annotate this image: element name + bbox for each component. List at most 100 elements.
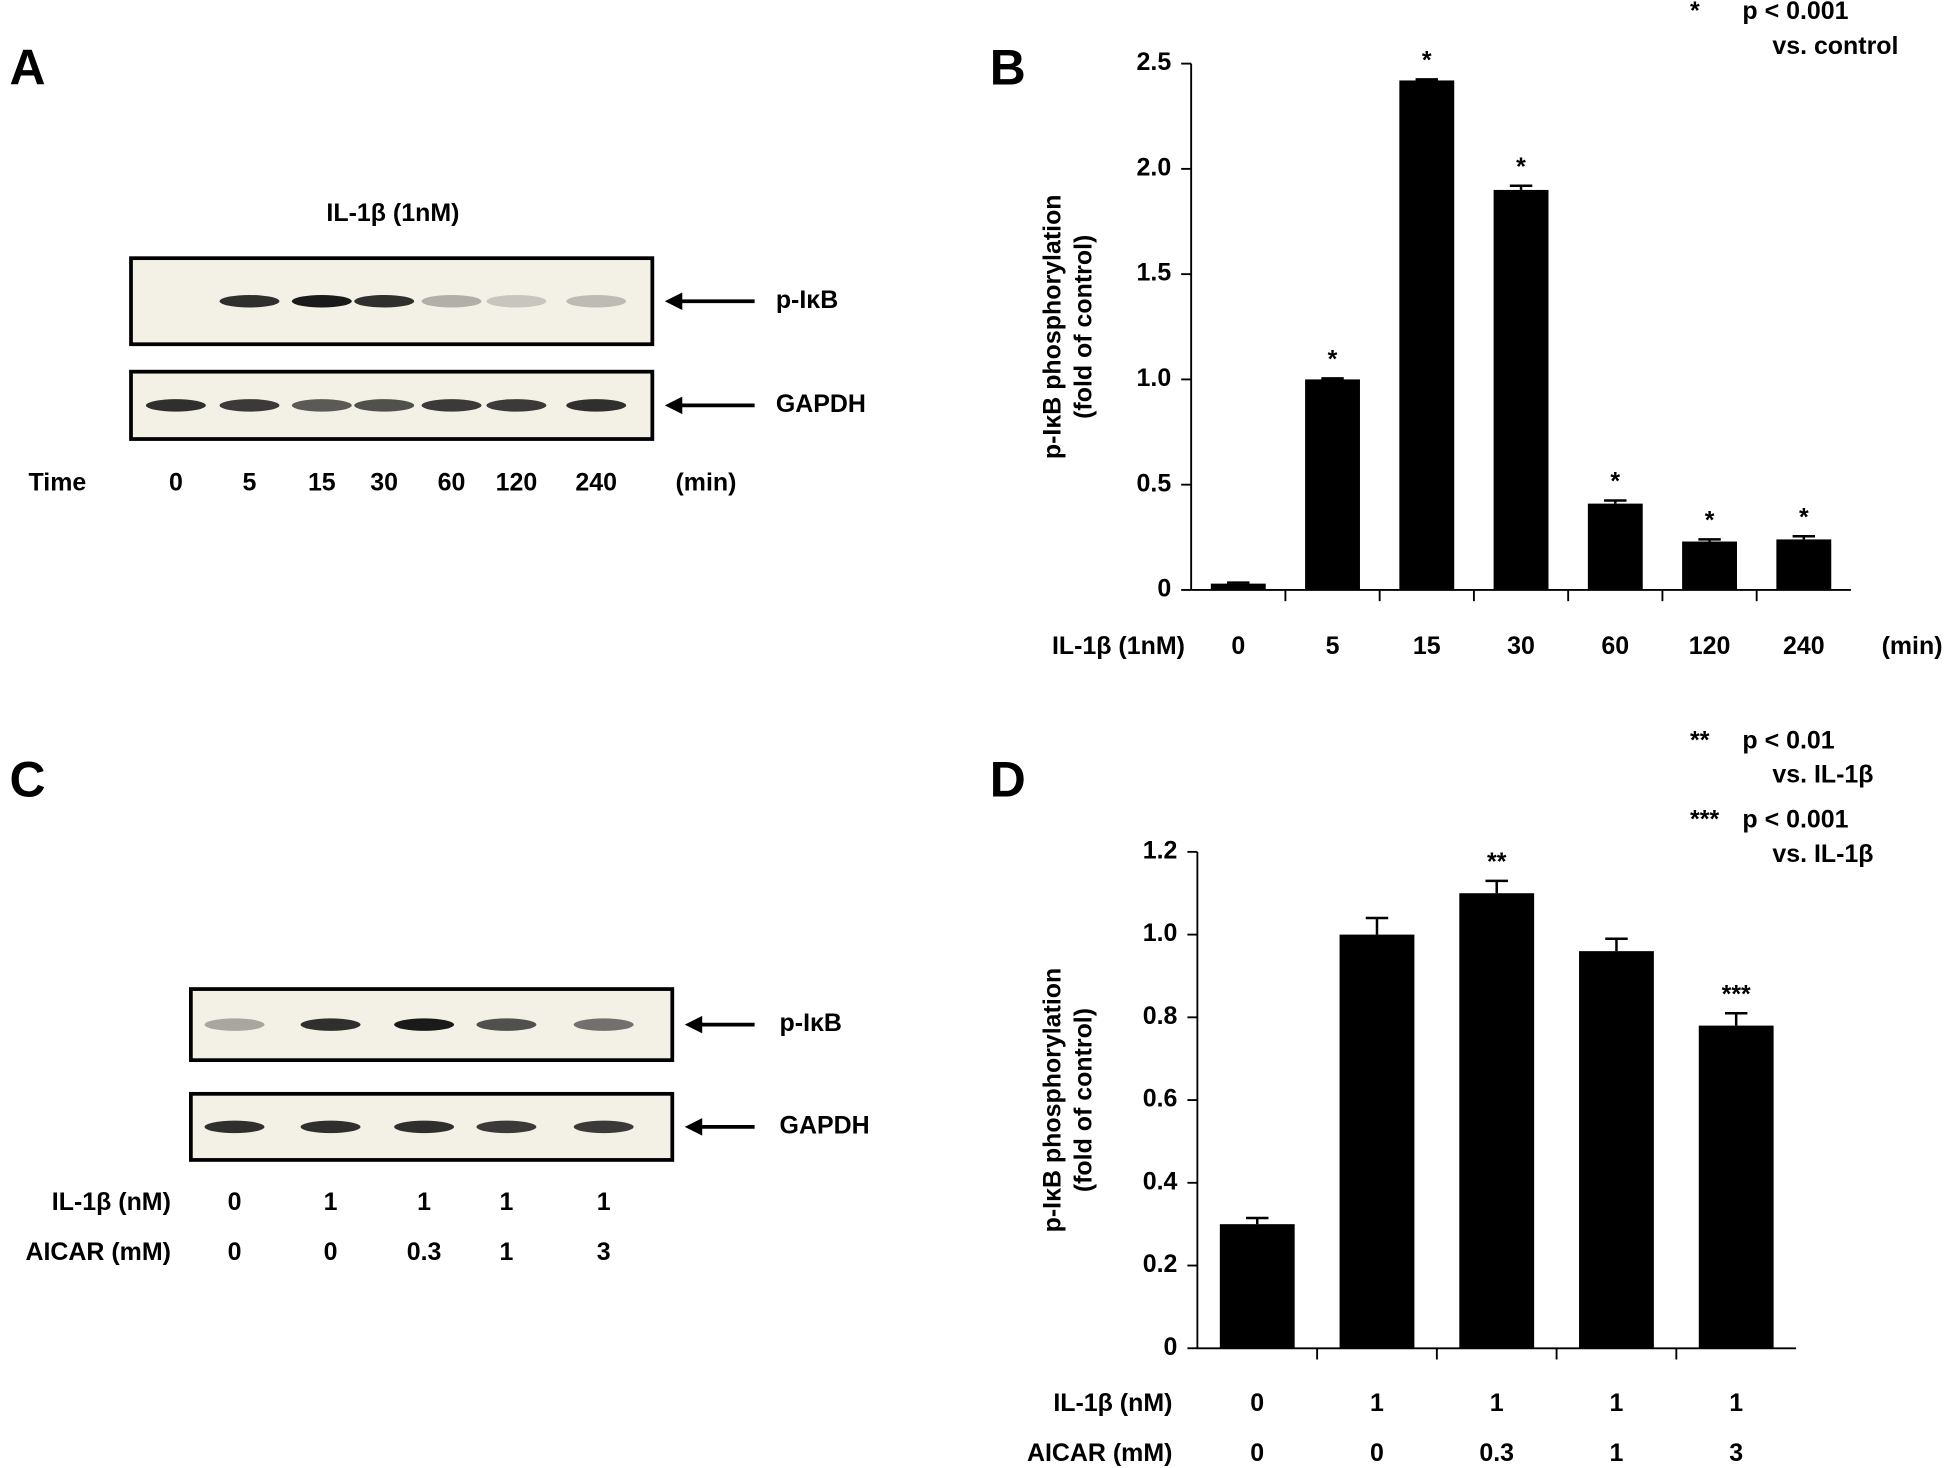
blot-band bbox=[566, 294, 627, 308]
blot-band bbox=[566, 399, 627, 412]
y-tick-label: 0.6 bbox=[1143, 1085, 1178, 1113]
blot-band bbox=[421, 294, 482, 308]
y-axis-label: (fold of control) bbox=[1070, 235, 1098, 419]
y-tick-label: 0.4 bbox=[1143, 1167, 1178, 1195]
bar bbox=[1210, 583, 1266, 590]
blot-band bbox=[300, 1120, 361, 1134]
blot-band bbox=[354, 294, 415, 308]
blot-band bbox=[291, 399, 352, 412]
blot-band bbox=[486, 294, 547, 308]
note-symbol: ** bbox=[1690, 727, 1710, 755]
y-axis-label: p-IκB phosphorylation bbox=[1039, 194, 1067, 459]
x-tick-label: 1 bbox=[1729, 1389, 1743, 1417]
lane-label: 0 bbox=[228, 1238, 242, 1266]
significance-mark: * bbox=[1610, 468, 1620, 496]
band-label: GAPDH bbox=[780, 1111, 870, 1139]
band-label: GAPDH bbox=[776, 390, 866, 418]
blot-band bbox=[476, 1018, 537, 1031]
bar bbox=[1776, 539, 1832, 590]
y-axis-label: (fold of control) bbox=[1070, 1008, 1098, 1192]
blot-band bbox=[354, 399, 415, 412]
lane-label: 5 bbox=[243, 469, 257, 497]
blot-band bbox=[300, 1018, 361, 1031]
x-tick-label: 30 bbox=[1507, 632, 1535, 660]
blot-band bbox=[145, 399, 206, 412]
blot-title: IL-1β (1nM) bbox=[326, 199, 459, 227]
y-axis-label: p-IκB phosphorylation bbox=[1039, 968, 1067, 1233]
x-tick-label: 0.3 bbox=[1479, 1439, 1514, 1467]
x-unit: (min) bbox=[1882, 632, 1943, 660]
note-text: p < 0.001 bbox=[1742, 0, 1848, 25]
blot-band bbox=[573, 1120, 634, 1134]
bar bbox=[1493, 189, 1549, 590]
lane-label: 1 bbox=[417, 1188, 431, 1216]
lane-unit: (min) bbox=[675, 469, 736, 497]
arrow-head bbox=[664, 292, 683, 310]
blot-band bbox=[476, 1120, 537, 1134]
note-text: p < 0.01 bbox=[1742, 727, 1834, 755]
x-tick-label: 1 bbox=[1610, 1389, 1624, 1417]
x-tick-label: 15 bbox=[1413, 632, 1441, 660]
x-tick-label: 0 bbox=[1250, 1439, 1264, 1467]
y-tick-label: 0 bbox=[1164, 1333, 1178, 1361]
blot-band bbox=[394, 1120, 455, 1134]
lane-row-label: Time bbox=[29, 469, 87, 497]
x-tick-label: 1 bbox=[1490, 1389, 1504, 1417]
y-tick-label: 1.0 bbox=[1143, 919, 1178, 947]
bar bbox=[1339, 934, 1415, 1349]
lane-label: 3 bbox=[597, 1238, 611, 1266]
x-tick-label: 0 bbox=[1370, 1439, 1384, 1467]
arrow-head bbox=[684, 1118, 703, 1136]
blot-band bbox=[204, 1018, 265, 1031]
lane-label: 120 bbox=[496, 469, 538, 497]
arrow-head bbox=[684, 1015, 703, 1034]
x-tick-label: 1 bbox=[1610, 1439, 1624, 1467]
panel-letter: A bbox=[9, 39, 45, 95]
arrow-head bbox=[664, 396, 683, 415]
lane-label: 1 bbox=[499, 1188, 513, 1216]
y-tick-label: 1.2 bbox=[1143, 836, 1178, 864]
bar bbox=[1459, 893, 1535, 1349]
note-detail: vs. IL-1β bbox=[1772, 840, 1873, 868]
x-row-label: AICAR (mM) bbox=[1027, 1439, 1172, 1467]
bar bbox=[1305, 379, 1360, 590]
panel-letter: D bbox=[990, 751, 1026, 807]
x-row-label: IL-1β (nM) bbox=[1053, 1389, 1172, 1417]
significance-mark: ** bbox=[1487, 848, 1507, 876]
x-tick-label: 120 bbox=[1689, 632, 1731, 660]
x-tick-label: 0 bbox=[1231, 632, 1245, 660]
y-tick-label: 1.5 bbox=[1137, 259, 1172, 287]
blot-band bbox=[573, 1018, 634, 1031]
y-tick-label: 0.2 bbox=[1143, 1250, 1178, 1278]
lane-label: 60 bbox=[438, 469, 466, 497]
lane-label: 1 bbox=[324, 1188, 338, 1216]
note-symbol: * bbox=[1690, 0, 1700, 25]
bar bbox=[1579, 951, 1654, 1349]
bar bbox=[1698, 1025, 1774, 1349]
lane-label: 0 bbox=[324, 1238, 338, 1266]
lane-label: 0 bbox=[169, 469, 183, 497]
note-symbol: *** bbox=[1690, 805, 1719, 833]
band-label: p-IκB bbox=[780, 1009, 842, 1037]
significance-mark: * bbox=[1705, 507, 1715, 535]
significance-mark: * bbox=[1422, 47, 1432, 75]
bar bbox=[1682, 541, 1737, 590]
panel-letter: B bbox=[990, 39, 1026, 95]
blot-band bbox=[486, 399, 547, 412]
note-text: p < 0.001 bbox=[1742, 805, 1848, 833]
lane-row-label: AICAR (mM) bbox=[25, 1238, 170, 1266]
blot-band bbox=[394, 1018, 455, 1031]
x-row-label: IL-1β (1nM) bbox=[1052, 632, 1185, 660]
bar bbox=[1399, 80, 1455, 590]
lane-label: 240 bbox=[575, 469, 617, 497]
x-tick-label: 1 bbox=[1370, 1389, 1384, 1417]
blot-band bbox=[291, 294, 352, 308]
y-tick-label: 2.0 bbox=[1137, 153, 1172, 181]
blot-band bbox=[421, 399, 482, 412]
bar bbox=[1219, 1224, 1295, 1349]
y-tick-label: 1.0 bbox=[1137, 364, 1172, 392]
lane-label: 0 bbox=[228, 1188, 242, 1216]
x-tick-label: 240 bbox=[1783, 632, 1825, 660]
